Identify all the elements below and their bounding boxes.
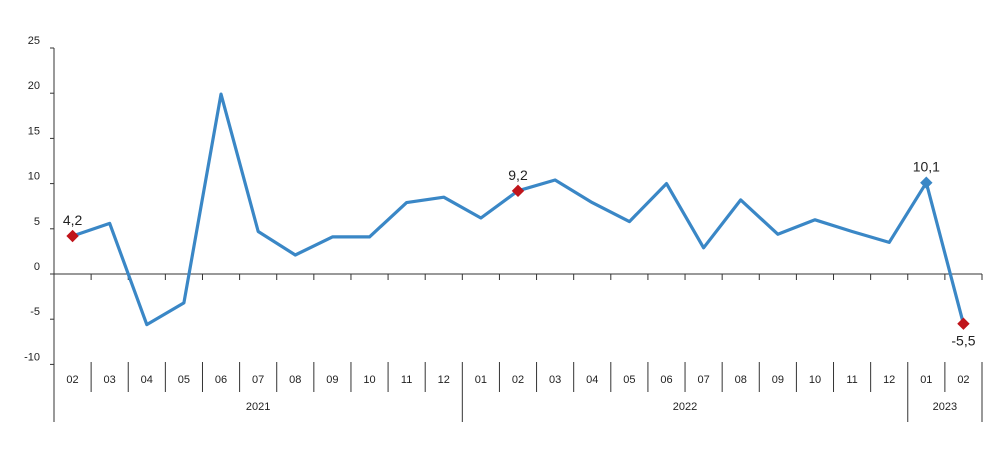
category-label: 04 <box>141 374 153 386</box>
category-label: 01 <box>475 374 487 386</box>
category-label: 05 <box>623 374 635 386</box>
year-label: 2023 <box>933 401 957 413</box>
category-label: 03 <box>104 374 116 386</box>
category-label: 04 <box>586 374 598 386</box>
category-label: 10 <box>809 374 821 386</box>
category-label: 06 <box>660 374 672 386</box>
y-tick-label: 20 <box>28 80 40 92</box>
data-point-marker <box>511 184 525 198</box>
category-label: 07 <box>252 374 264 386</box>
y-tick-label: 15 <box>28 125 40 137</box>
data-point-marker <box>66 229 79 243</box>
y-tick-label: 0 <box>34 261 40 273</box>
data-labels-layer: 4,2 9,2 10,1 -5,5 <box>63 159 976 349</box>
series-line <box>70 92 966 327</box>
y-tick-label: -10 <box>24 351 40 363</box>
category-label: 12 <box>438 374 450 386</box>
category-label: 12 <box>883 374 895 386</box>
category-label: 03 <box>549 374 561 386</box>
y-tick-label: 10 <box>28 171 40 183</box>
category-label: 05 <box>178 374 190 386</box>
data-point-marker <box>957 317 970 330</box>
x-axis: 02 03 04 05 06 07 08 09 10 11 12 01 02 03 04 05 06 07 08 09… <box>53 273 983 422</box>
category-label: 09 <box>772 374 784 386</box>
y-tick-label: 25 <box>28 35 40 47</box>
series-layer <box>70 92 966 327</box>
y-tick-label: -5 <box>30 306 40 318</box>
category-label: 09 <box>326 374 338 386</box>
data-label: 4,2 <box>63 212 83 228</box>
category-label: 01 <box>920 374 932 386</box>
category-label: 08 <box>735 374 747 386</box>
data-point-marker <box>920 176 933 189</box>
year-label: 2021 <box>246 401 270 413</box>
category-label: 10 <box>363 374 375 386</box>
category-label: 11 <box>846 374 857 386</box>
category-label: 08 <box>289 374 301 386</box>
data-label: 10,1 <box>913 159 940 175</box>
y-axis: -10 -5 0 5 10 15 20 25 <box>24 35 55 365</box>
category-label: 11 <box>401 374 412 386</box>
data-label: 9,2 <box>508 167 528 183</box>
category-label: 07 <box>697 374 709 386</box>
category-label: 02 <box>957 374 969 386</box>
y-tick-label: 5 <box>34 216 40 228</box>
category-label: 02 <box>512 374 524 386</box>
category-label: 06 <box>215 374 227 386</box>
data-label: -5,5 <box>951 333 975 349</box>
year-label: 2022 <box>673 401 697 413</box>
category-label: 02 <box>66 374 78 386</box>
